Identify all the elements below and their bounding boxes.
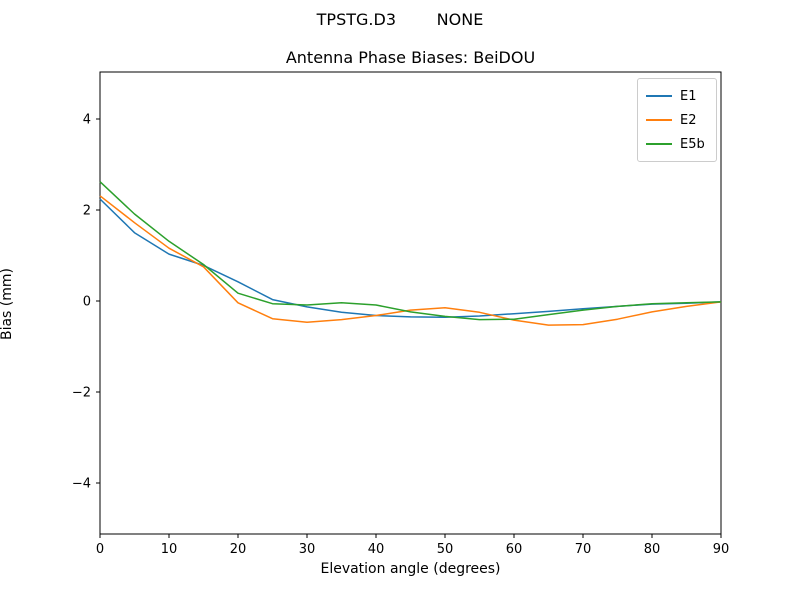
x-axis: 0 10 20 30 40 50 60 70 80 90 <box>96 534 729 557</box>
legend-line-sample-e1 <box>646 95 672 97</box>
x-tick-label-0: 0 <box>96 542 104 557</box>
y-tick-label--4: −4 <box>72 477 91 492</box>
legend-entry-e2: E2 <box>646 108 708 132</box>
legend-line-sample-e5b <box>646 143 672 145</box>
x-tick-label-40: 40 <box>368 542 385 557</box>
series-line-E2 <box>99 195 722 326</box>
legend-entry-e1: E1 <box>646 84 708 108</box>
legend-entry-e5b: E5b <box>646 132 708 156</box>
x-tick-label-50: 50 <box>437 542 454 557</box>
y-tick-label--2: −2 <box>72 385 91 400</box>
y-axis: −4 −2 0 2 4 <box>72 112 100 492</box>
x-tick-label-70: 70 <box>575 542 592 557</box>
y-tick-label-4: 4 <box>83 112 91 127</box>
x-tick-label-60: 60 <box>506 542 523 557</box>
y-axis-label: Bias (mm) <box>0 267 15 341</box>
legend-label-e1: E1 <box>680 88 697 104</box>
axes-box <box>99 71 722 535</box>
x-tick-label-90: 90 <box>713 542 730 557</box>
x-axis-label: Elevation angle (degrees) <box>320 561 501 577</box>
x-tick-label-80: 80 <box>644 542 661 557</box>
legend-label-e5b: E5b <box>680 136 705 152</box>
legend: E1 E2 E5b <box>637 78 717 162</box>
legend-line-sample-e2 <box>646 119 672 121</box>
series-lines <box>99 181 722 326</box>
y-tick-label-0: 0 <box>83 294 91 309</box>
chart-title: Antenna Phase Biases: BeiDOU <box>285 48 536 67</box>
x-tick-label-30: 30 <box>299 542 316 557</box>
x-tick-label-10: 10 <box>161 542 178 557</box>
figure-suptitle: TPSTG.D3 NONE <box>316 10 484 29</box>
x-tick-label-20: 20 <box>230 542 247 557</box>
legend-label-e2: E2 <box>680 112 697 128</box>
y-tick-label-2: 2 <box>83 203 91 218</box>
series-line-E5b <box>99 181 722 321</box>
